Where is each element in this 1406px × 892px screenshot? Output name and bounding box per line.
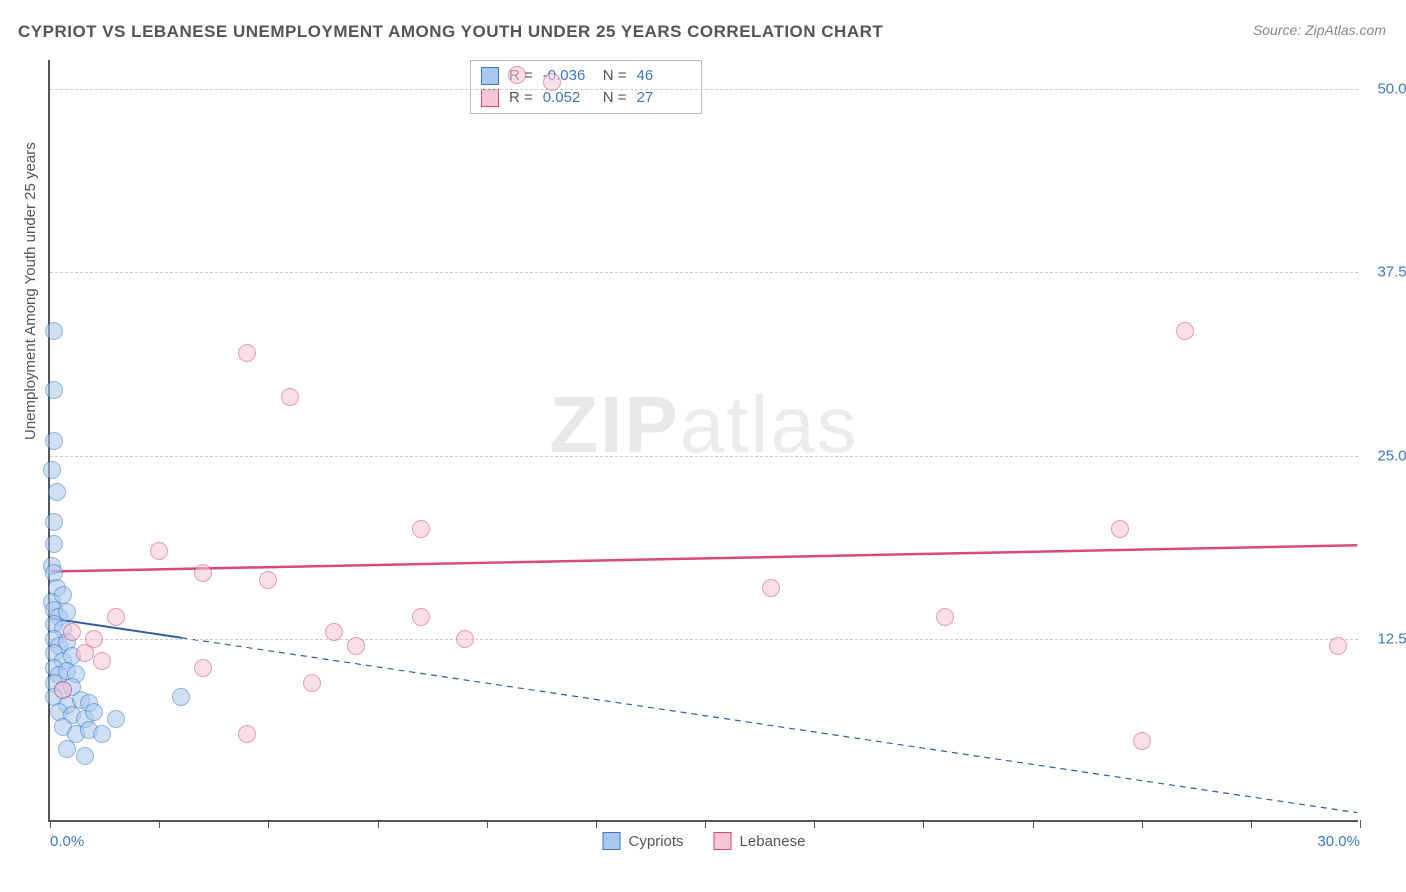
chart-title: CYPRIOT VS LEBANESE UNEMPLOYMENT AMONG Y… <box>18 22 883 42</box>
r-label: R = <box>509 87 533 109</box>
data-point <box>238 725 256 743</box>
xtick <box>814 820 815 828</box>
ytick-label: 50.0% <box>1365 81 1406 98</box>
data-point <box>1329 637 1347 655</box>
data-point <box>194 659 212 677</box>
xtick <box>596 820 597 828</box>
xtick <box>1251 820 1252 828</box>
legend-item-cypriots: Cypriots <box>603 832 684 850</box>
data-point <box>63 623 81 641</box>
trendline-dashed <box>181 638 1357 813</box>
data-point <box>238 344 256 362</box>
trendline-solid <box>51 545 1358 571</box>
data-point <box>412 520 430 538</box>
swatch-lebanese <box>481 89 499 107</box>
data-point <box>1133 732 1151 750</box>
data-point <box>54 681 72 699</box>
xtick <box>378 820 379 828</box>
data-point <box>93 652 111 670</box>
ytick-label: 37.5% <box>1365 264 1406 281</box>
xtick <box>1360 820 1361 828</box>
n-value-lebanese: 27 <box>637 87 687 109</box>
gridline-h <box>50 272 1358 273</box>
xtick <box>487 820 488 828</box>
data-point <box>45 381 63 399</box>
data-point <box>43 461 61 479</box>
data-point <box>45 322 63 340</box>
watermark: ZIPatlas <box>549 379 858 471</box>
data-point <box>76 644 94 662</box>
legend-item-lebanese: Lebanese <box>714 832 806 850</box>
series-legend: Cypriots Lebanese <box>603 832 806 850</box>
n-value-cypriots: 46 <box>637 65 687 87</box>
data-point <box>543 73 561 91</box>
data-point <box>762 579 780 597</box>
xtick <box>1033 820 1034 828</box>
data-point <box>107 608 125 626</box>
gridline-h <box>50 639 1358 640</box>
xtick-label: 30.0% <box>1317 833 1360 850</box>
data-point <box>172 688 190 706</box>
xtick <box>268 820 269 828</box>
data-point <box>1111 520 1129 538</box>
data-point <box>150 542 168 560</box>
n-label: N = <box>603 87 627 109</box>
legend-label-lebanese: Lebanese <box>740 833 806 850</box>
y-axis-label: Unemployment Among Youth under 25 years <box>22 142 39 440</box>
xtick <box>159 820 160 828</box>
data-point <box>45 513 63 531</box>
gridline-h <box>50 89 1358 90</box>
swatch-cypriots <box>481 67 499 85</box>
data-point <box>281 388 299 406</box>
data-point <box>412 608 430 626</box>
stats-row-lebanese: R = 0.052 N = 27 <box>481 87 687 109</box>
data-point <box>508 66 526 84</box>
chart-source: Source: ZipAtlas.com <box>1253 22 1386 38</box>
data-point <box>456 630 474 648</box>
xtick <box>923 820 924 828</box>
data-point <box>194 564 212 582</box>
data-point <box>347 637 365 655</box>
data-point <box>76 747 94 765</box>
chart-container: CYPRIOT VS LEBANESE UNEMPLOYMENT AMONG Y… <box>0 0 1406 892</box>
data-point <box>45 535 63 553</box>
xtick-label: 0.0% <box>50 833 84 850</box>
xtick <box>50 820 51 828</box>
plot-area: ZIPatlas R = -0.036 N = 46 R = 0.052 N =… <box>48 60 1358 822</box>
legend-swatch-lebanese <box>714 832 732 850</box>
legend-swatch-cypriots <box>603 832 621 850</box>
data-point <box>259 571 277 589</box>
data-point <box>85 703 103 721</box>
data-point <box>58 740 76 758</box>
data-point <box>325 623 343 641</box>
stats-legend: R = -0.036 N = 46 R = 0.052 N = 27 <box>470 60 702 114</box>
data-point <box>936 608 954 626</box>
trendlines-svg <box>50 60 1358 820</box>
data-point <box>303 674 321 692</box>
n-label: N = <box>603 65 627 87</box>
ytick-label: 25.0% <box>1365 447 1406 464</box>
xtick <box>1142 820 1143 828</box>
data-point <box>93 725 111 743</box>
xtick <box>705 820 706 828</box>
data-point <box>48 483 66 501</box>
data-point <box>107 710 125 728</box>
data-point <box>45 432 63 450</box>
legend-label-cypriots: Cypriots <box>629 833 684 850</box>
data-point <box>1176 322 1194 340</box>
gridline-h <box>50 456 1358 457</box>
ytick-label: 12.5% <box>1365 630 1406 647</box>
